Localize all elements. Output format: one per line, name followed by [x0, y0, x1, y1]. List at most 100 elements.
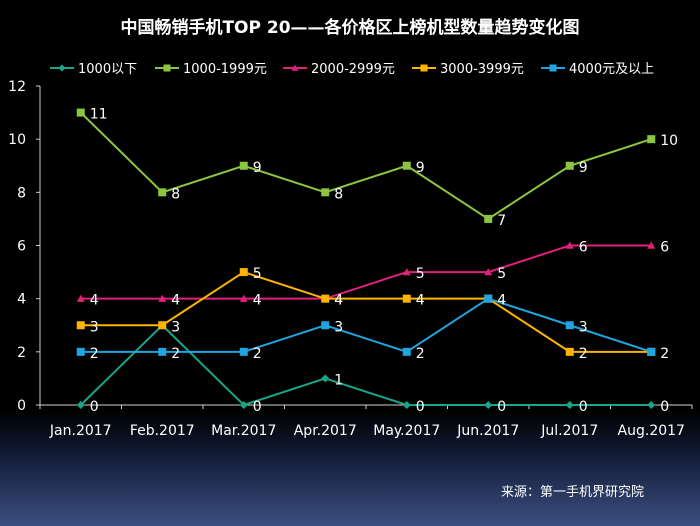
x-tick-label: Jan.2017: [49, 423, 112, 439]
data-label: 5: [253, 266, 262, 282]
data-label: 5: [416, 266, 425, 282]
legend-item: 4000元及以上: [541, 62, 654, 77]
data-point: [321, 188, 330, 197]
x-tick-label: Mar.2017: [211, 423, 276, 439]
data-point: [158, 321, 167, 330]
data-point: [647, 401, 656, 409]
data-label: 4: [90, 293, 99, 309]
data-label: 2: [90, 346, 99, 362]
x-tick-label: Feb.2017: [130, 423, 195, 439]
data-point: [402, 268, 411, 276]
data-label: 0: [660, 399, 669, 415]
data-point: [484, 268, 493, 276]
data-label: 10: [660, 133, 678, 149]
data-point: [402, 161, 411, 170]
x-tick-label: Apr.2017: [294, 423, 357, 439]
data-point: [158, 347, 167, 356]
data-label: 0: [253, 399, 262, 415]
legend-item: 1000-1999元: [155, 62, 267, 77]
data-label: 4: [334, 293, 343, 309]
data-label: 0: [90, 399, 99, 415]
legend-label: 1000-1999元: [183, 62, 267, 77]
legend-label: 1000以下: [78, 62, 137, 77]
data-label: 6: [579, 240, 588, 256]
data-label: 3: [334, 319, 343, 335]
data-point: [58, 64, 66, 72]
y-tick-label: 10: [8, 132, 26, 148]
series-line: [80, 297, 652, 353]
data-label: 5: [497, 266, 506, 282]
legend-item: 2000-2999元: [283, 62, 395, 77]
data-point: [402, 294, 411, 303]
series: 2 2 2 3 2 4 3: [76, 293, 656, 362]
series: 4 4 4 4 5 5 6 6: [76, 240, 669, 309]
data-label: 8: [334, 186, 343, 202]
data-point: [163, 64, 171, 72]
data-label: 4: [334, 293, 343, 309]
data-point: [239, 401, 248, 409]
data-label: 6: [660, 240, 669, 256]
data-label: 0: [416, 399, 425, 415]
data-label: 2: [253, 346, 262, 362]
data-label: 2: [171, 346, 180, 362]
data-point: [291, 64, 299, 71]
data-point: [565, 241, 574, 249]
data-point: [239, 268, 248, 277]
chart-title: 中国畅销手机TOP 20——各价格区上榜机型数量趋势变化图: [120, 17, 579, 38]
data-label: 9: [579, 160, 588, 176]
series-line: [80, 270, 652, 353]
data-label: 2: [660, 346, 669, 362]
data-label: 2: [579, 346, 588, 362]
data-label: 4: [253, 293, 262, 309]
data-point: [76, 108, 85, 117]
series: 0 0 1 0 0 0 0: [76, 321, 669, 415]
data-label: 11: [90, 107, 108, 123]
series: 11 8 9 8 9 7 9 10: [76, 107, 678, 229]
data-point: [549, 64, 557, 72]
data-point: [484, 214, 493, 223]
data-point: [158, 294, 167, 302]
y-tick-label: 0: [17, 398, 26, 414]
data-point: [76, 347, 85, 356]
data-point: [321, 321, 330, 330]
data-point: [484, 401, 493, 409]
data-point: [565, 401, 574, 409]
data-point: [158, 188, 167, 197]
y-tick-label: 4: [17, 292, 26, 308]
data-label: 4: [497, 293, 506, 309]
data-point: [321, 294, 330, 303]
data-label: 9: [253, 160, 262, 176]
data-point: [239, 294, 248, 302]
data-point: [565, 321, 574, 330]
source-note: 来源：第一手机界研究院: [500, 485, 644, 500]
legend-label: 3000-3999元: [440, 62, 524, 77]
data-label: 3: [90, 319, 99, 335]
data-label: 3: [171, 319, 180, 335]
legend-label: 4000元及以上: [569, 62, 654, 77]
data-label: 7: [497, 213, 506, 229]
legend-item: 3000-3999元: [412, 62, 524, 77]
data-point: [402, 347, 411, 356]
x-tick-label: Jun.2017: [456, 423, 519, 439]
data-point: [402, 401, 411, 409]
series: 3 3 5 4 4 2 2: [76, 266, 669, 362]
data-label: 0: [497, 399, 506, 415]
data-point: [76, 321, 85, 330]
series-line: [80, 111, 652, 221]
y-tick-label: 8: [17, 185, 26, 201]
data-label: 1: [334, 372, 343, 388]
data-label: 2: [416, 346, 425, 362]
x-tick-label: Aug.2017: [618, 423, 685, 439]
data-label: 3: [579, 319, 588, 335]
data-point: [420, 64, 428, 72]
data-point: [76, 401, 85, 409]
data-point: [239, 347, 248, 356]
y-tick-label: 6: [17, 239, 26, 255]
legend: 1000以下 1000-1999元 2000-2999元 3000-3999元 4000…: [50, 62, 654, 77]
data-point: [647, 135, 656, 144]
data-point: [565, 347, 574, 356]
data-label: 4: [416, 293, 425, 309]
